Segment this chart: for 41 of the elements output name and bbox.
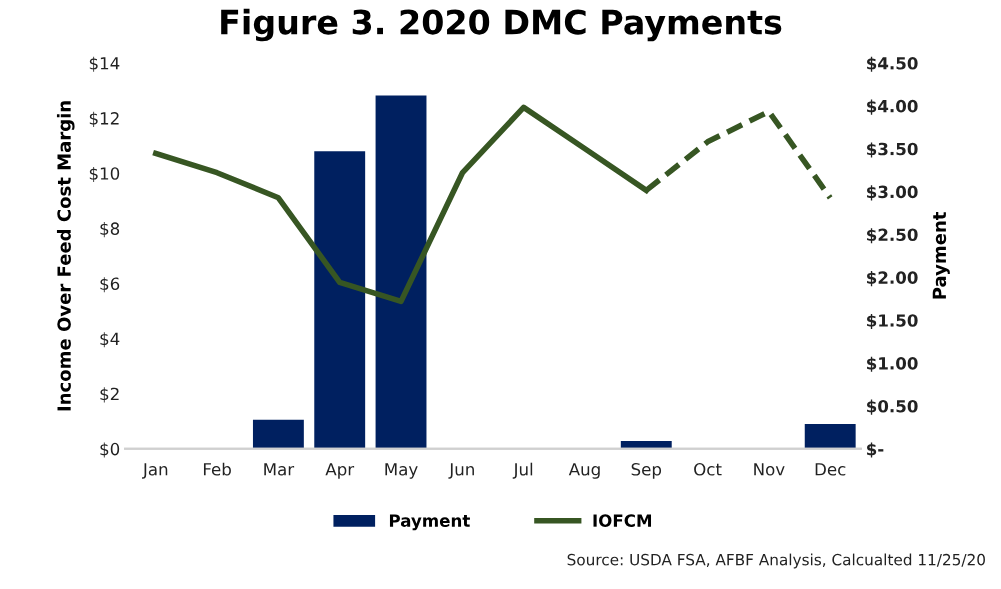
y2-tick-label: $2.00 [867, 271, 918, 287]
y-tick-label: $6 [100, 277, 120, 293]
y2-tick-label: $1.00 [867, 356, 918, 372]
y-tick-label: $10 [89, 166, 120, 183]
x-tick-label: Mar [264, 463, 295, 476]
y-axis-title: Income Over Feed Cost Margin [56, 101, 75, 411]
legend-label: Payment [389, 514, 470, 531]
x-tick-label: Sep [631, 463, 662, 479]
y2-tick-label: $1.50 [867, 313, 918, 329]
y2-tick-label: $4.50 [867, 56, 918, 72]
x-tick-label: Feb [203, 462, 231, 476]
y2-tick-label: $3.50 [867, 142, 918, 158]
x-tick-label: Jul [512, 462, 533, 479]
y2-tick-label: $3.00 [867, 185, 918, 201]
x-tick-label: Oct [694, 463, 722, 476]
x-tick-label: Aug [568, 463, 600, 479]
x-tick-label: Dec [815, 463, 846, 476]
bar [314, 151, 366, 449]
y2-tick-label: $0.50 [867, 399, 918, 415]
y-tick-label: $0 [100, 442, 120, 458]
legend-label: IOFCM [593, 514, 652, 527]
y-tick-label: $14 [89, 56, 120, 72]
chart-title: Figure 3. 2020 DMC Payments [221, 8, 782, 42]
y-tick-label: $4 [100, 332, 120, 348]
x-tick-label: May [385, 463, 418, 479]
y-tick-label: $2 [100, 387, 119, 403]
y-tick-label: $12 [89, 111, 119, 127]
x-tick-label: Apr [325, 463, 355, 479]
source-note: Source: USDA FSA, AFBF Analysis, Calcualted 11/25/20 [567, 553, 985, 569]
bar [375, 95, 427, 449]
y2-tick-label: $2.50 [867, 228, 918, 244]
x-tick-label: Jun [448, 463, 474, 479]
y-tick-label: $8 [100, 222, 120, 238]
y2-axis-title: Payment [932, 211, 950, 299]
x-tick-label: Jan [142, 463, 168, 479]
bar [252, 419, 304, 449]
x-tick-label: Nov [754, 463, 785, 476]
y2-tick-label: $- [867, 442, 884, 458]
y2-tick-label: $4.00 [867, 99, 918, 115]
bar [804, 423, 856, 449]
bar [620, 441, 672, 449]
